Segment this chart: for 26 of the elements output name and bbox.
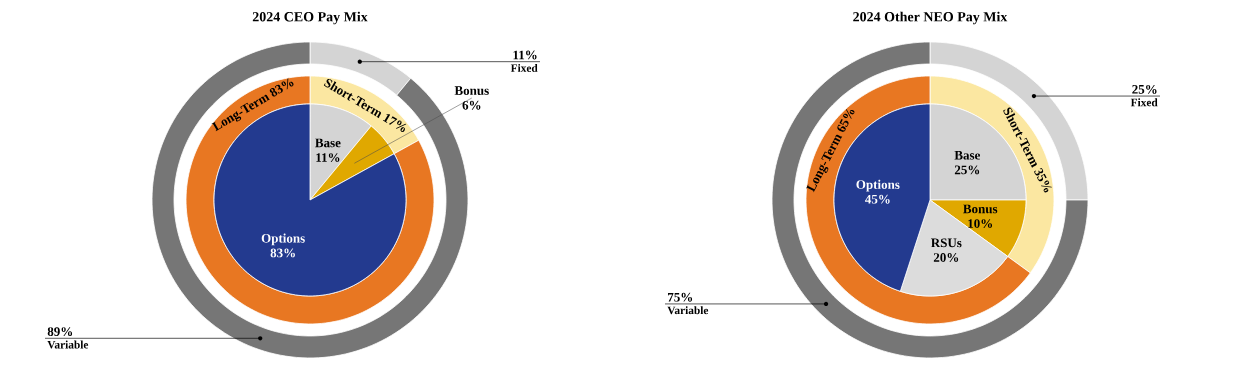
data-label: 6% bbox=[462, 100, 481, 110]
slice-label: RSUs bbox=[931, 238, 962, 248]
slice-label: Options bbox=[856, 179, 900, 192]
slice-label: Options bbox=[261, 233, 305, 246]
slice-label: Variable bbox=[667, 306, 709, 315]
data-label: 11% bbox=[316, 153, 340, 162]
slice-label: Base bbox=[315, 138, 341, 148]
data-label: 20% bbox=[933, 253, 959, 262]
slice-label: Base bbox=[954, 150, 981, 160]
data-label: 10% bbox=[968, 219, 993, 228]
slice-label: Variable bbox=[47, 340, 89, 349]
slice-label: Fixed bbox=[1130, 98, 1158, 107]
chart-title: 2024 CEO Pay Mix bbox=[252, 11, 368, 25]
data-label: 89% bbox=[47, 327, 73, 337]
data-label: 45% bbox=[865, 194, 890, 204]
data-label: 83% bbox=[270, 248, 295, 258]
data-label: 75% bbox=[668, 292, 693, 302]
chart-title: 2024 Other NEO Pay Mix bbox=[853, 11, 1008, 25]
slice-label: Bonus bbox=[963, 204, 998, 214]
data-label: 65% bbox=[837, 108, 855, 132]
data-label: 17% bbox=[382, 114, 407, 132]
data-label: 25% bbox=[1132, 84, 1157, 94]
data-label: 11% bbox=[513, 50, 537, 60]
slice-label: Bonus bbox=[454, 86, 489, 95]
slice-label: Fixed bbox=[510, 63, 538, 72]
data-label: 25% bbox=[954, 165, 980, 175]
